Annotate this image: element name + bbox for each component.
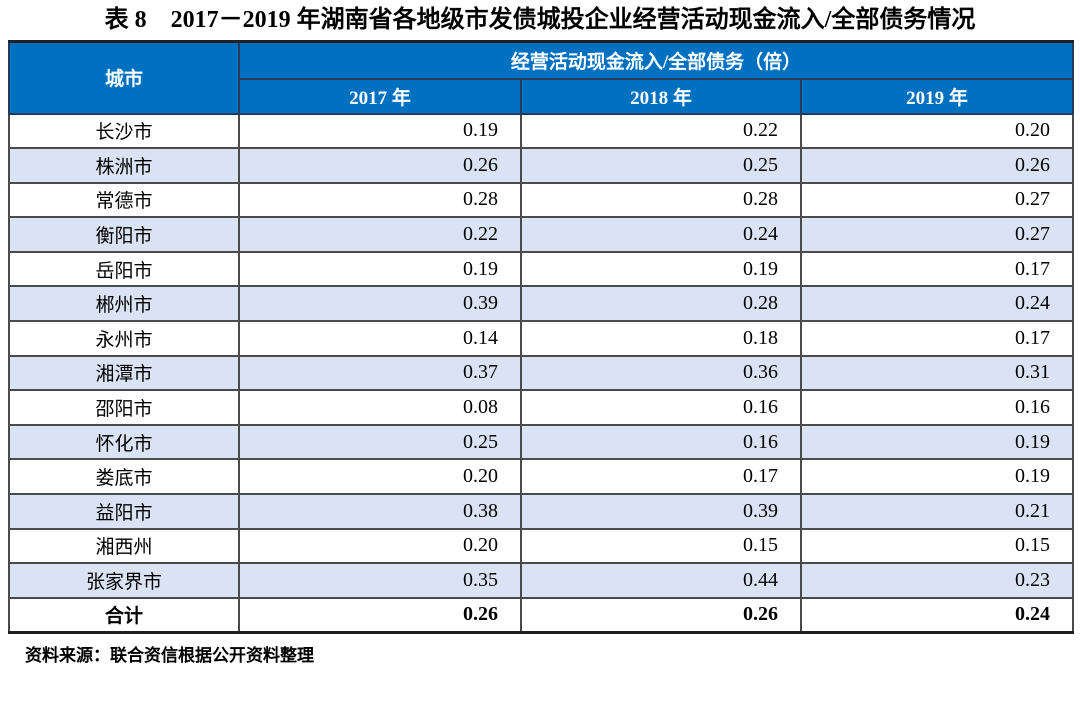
city-cell: 衡阳市	[8, 216, 240, 253]
column-header-2017: 2017 年	[238, 77, 522, 115]
value-cell: 0.24	[799, 285, 1075, 323]
value-cell: 0.28	[238, 181, 522, 219]
value-cell: 0.28	[520, 285, 802, 323]
city-cell: 湘西州	[8, 527, 240, 565]
table-row: 常德市 0.28 0.28 0.27	[8, 181, 1075, 219]
table-row: 永州市 0.14 0.18 0.17	[8, 320, 1075, 357]
value-cell: 0.16	[520, 423, 802, 461]
table-row: 郴州市 0.39 0.28 0.24	[8, 285, 1075, 323]
value-cell: 0.15	[799, 527, 1075, 565]
value-cell: 0.16	[799, 389, 1075, 426]
header-row-group: 城市 经营活动现金流入/全部债务（倍）	[8, 40, 1075, 115]
value-cell: 0.24	[520, 216, 802, 253]
value-cell: 0.26	[238, 147, 522, 184]
value-cell: 0.19	[238, 112, 522, 150]
value-cell: 0.24	[799, 596, 1075, 634]
city-cell: 郴州市	[8, 285, 240, 323]
value-cell: 0.17	[799, 250, 1075, 288]
value-cell: 0.19	[520, 250, 802, 288]
table-body: 长沙市 0.19 0.22 0.20 株洲市 0.26 0.25 0.26 常德市 0.28 0.2…	[8, 112, 1075, 634]
city-cell: 怀化市	[8, 423, 240, 461]
source-note: 资料来源：联合资信根据公开资料整理	[25, 645, 314, 665]
table-row: 长沙市 0.19 0.22 0.20	[8, 112, 1075, 150]
value-cell: 0.19	[799, 458, 1075, 496]
value-cell: 0.27	[799, 216, 1075, 253]
value-cell: 0.35	[238, 562, 522, 599]
value-cell: 0.26	[520, 596, 802, 634]
table-row: 益阳市 0.38 0.39 0.21	[8, 493, 1075, 530]
value-cell: 0.39	[238, 285, 522, 323]
value-cell: 0.26	[238, 596, 522, 634]
table-row: 湘西州 0.20 0.15 0.15	[8, 527, 1075, 565]
table-row: 岳阳市 0.19 0.19 0.17	[8, 250, 1075, 288]
value-cell: 0.44	[520, 562, 802, 599]
table-row: 怀化市 0.25 0.16 0.19	[8, 423, 1075, 461]
table-row: 邵阳市 0.08 0.16 0.16	[8, 389, 1075, 426]
value-cell: 0.20	[238, 458, 522, 496]
value-cell: 0.18	[520, 320, 802, 357]
column-header-2018: 2018 年	[520, 77, 802, 115]
value-cell: 0.19	[799, 423, 1075, 461]
table-caption: 表 8 2017－2019 年湖南省各地级市发债城投企业经营活动现金流入/全部债…	[104, 7, 976, 33]
total-row: 合计 0.26 0.26 0.24	[8, 596, 1075, 634]
value-cell: 0.25	[520, 147, 802, 184]
table-row: 衡阳市 0.22 0.24 0.27	[8, 216, 1075, 253]
value-cell: 0.36	[520, 354, 802, 392]
value-cell: 0.17	[799, 320, 1075, 357]
value-cell: 0.39	[520, 493, 802, 530]
value-cell: 0.27	[799, 181, 1075, 219]
city-cell: 常德市	[8, 181, 240, 219]
city-cell: 长沙市	[8, 112, 240, 150]
city-cell: 合计	[8, 596, 240, 634]
value-cell: 0.22	[520, 112, 802, 150]
table-header: 城市 经营活动现金流入/全部债务（倍） 2017 年 2018 年 2019 年	[8, 40, 1075, 115]
value-cell: 0.31	[799, 354, 1075, 392]
column-header-city: 城市	[8, 40, 240, 115]
value-cell: 0.19	[238, 250, 522, 288]
value-cell: 0.22	[238, 216, 522, 253]
value-cell: 0.17	[520, 458, 802, 496]
value-cell: 0.14	[238, 320, 522, 357]
table-row: 湘潭市 0.37 0.36 0.31	[8, 354, 1075, 392]
value-cell: 0.23	[799, 562, 1075, 599]
city-cell: 湘潭市	[8, 354, 240, 392]
table-row: 娄底市 0.20 0.17 0.19	[8, 458, 1075, 496]
value-cell: 0.25	[238, 423, 522, 461]
value-cell: 0.21	[799, 493, 1075, 530]
value-cell: 0.20	[238, 527, 522, 565]
table-row: 张家界市 0.35 0.44 0.23	[8, 562, 1075, 599]
header-row-years: 2017 年 2018 年 2019 年	[9, 77, 1075, 115]
city-cell: 娄底市	[8, 458, 240, 496]
city-cell: 张家界市	[8, 562, 240, 599]
city-cell: 株洲市	[8, 147, 240, 184]
value-cell: 0.26	[799, 147, 1075, 184]
value-cell: 0.28	[520, 181, 802, 219]
column-header-2019: 2019 年	[799, 77, 1075, 115]
column-group-header: 经营活动现金流入/全部债务（倍）	[237, 40, 1075, 80]
value-cell: 0.20	[799, 112, 1075, 150]
value-cell: 0.38	[238, 493, 522, 530]
value-cell: 0.16	[520, 389, 802, 426]
value-cell: 0.37	[238, 354, 522, 392]
city-cell: 益阳市	[8, 493, 240, 530]
city-cell: 邵阳市	[8, 389, 240, 426]
city-cell: 岳阳市	[8, 250, 240, 288]
value-cell: 0.15	[520, 527, 802, 565]
table-row: 株洲市 0.26 0.25 0.26	[8, 147, 1075, 184]
value-cell: 0.08	[238, 389, 522, 426]
city-cell: 永州市	[8, 320, 240, 357]
debt-coverage-table: 城市 经营活动现金流入/全部债务（倍） 2017 年 2018 年 2019 年…	[8, 40, 1075, 634]
